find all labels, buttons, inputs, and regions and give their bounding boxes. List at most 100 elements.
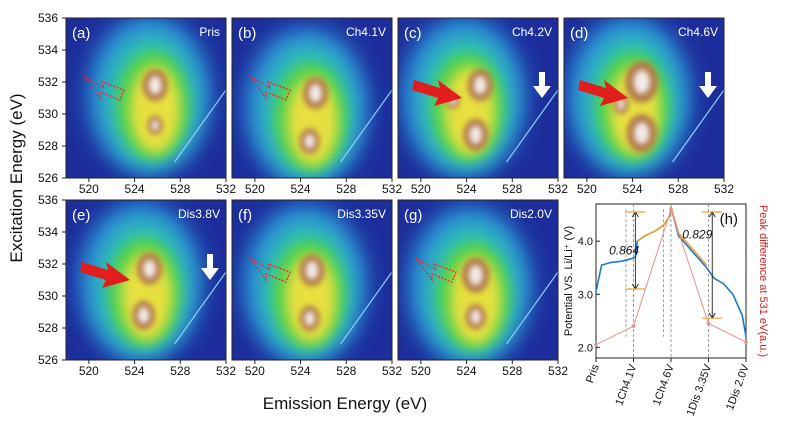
panel-frame xyxy=(563,17,725,179)
panel-content xyxy=(232,18,392,178)
panel-label: (c) xyxy=(404,25,422,42)
h-annotation: 0.864 xyxy=(609,243,639,257)
feature-arrow-outline xyxy=(415,257,457,283)
heatmap-panels: (a) Pris (b) Ch4.1V (c) Ch4.2V (d) Ch4.6V (e) Dis… xyxy=(65,17,725,361)
panel-content xyxy=(66,200,226,360)
peak-0-core xyxy=(143,259,156,278)
elastic-line xyxy=(506,271,558,345)
x-tick-label: 520 xyxy=(79,182,99,196)
x-tick-label: 524 xyxy=(623,182,643,196)
feature-arrow-outline xyxy=(249,75,291,101)
feature-arrow-solid xyxy=(80,262,130,288)
x-tick-label: 520 xyxy=(411,364,431,378)
h-x-tick-label: 1Dis 3.35V xyxy=(685,362,715,417)
x-tick-label: 528 xyxy=(502,364,522,378)
h-y-tick-label: 2.0 xyxy=(578,342,593,354)
x-tick-label: 524 xyxy=(291,364,311,378)
panel-label: (d) xyxy=(570,25,588,42)
y-tick-label: 528 xyxy=(38,321,58,335)
peak-1-core xyxy=(469,125,482,144)
h-annotation: 0.829 xyxy=(682,228,712,242)
h-series-point xyxy=(631,324,636,328)
y-tick-label: 536 xyxy=(38,11,58,25)
peak-1-core xyxy=(138,306,150,324)
elastic-line xyxy=(672,89,724,163)
h-series-point xyxy=(706,321,711,326)
panel-content xyxy=(66,18,226,178)
heatmap-panel-g: (g) Dis2.0V xyxy=(397,199,559,361)
x-tick-label: 528 xyxy=(336,364,356,378)
panel-condition: Ch4.1V xyxy=(346,25,386,39)
y-tick-label: 528 xyxy=(38,139,58,153)
x-tick-label: 524 xyxy=(457,182,477,196)
panel-content xyxy=(398,200,558,360)
peak-1-core xyxy=(304,133,315,149)
x-tick-label: 524 xyxy=(125,364,145,378)
y-tick-label: 534 xyxy=(38,225,58,239)
y-tick-label: 526 xyxy=(38,353,58,367)
y-axis-label: Excitation Energy (eV) xyxy=(7,93,26,262)
x-tick-label: 532 xyxy=(382,182,402,196)
panel-label: (b) xyxy=(238,25,256,42)
edge-arrow xyxy=(533,72,551,98)
y-tick-label: 526 xyxy=(38,171,58,185)
peak-1-core xyxy=(151,119,159,131)
edge-arrow xyxy=(201,254,219,280)
h-left-axis-label: Potential VS. Li/Li⁺ (V) xyxy=(563,226,575,336)
panel-condition: Ch4.6V xyxy=(678,25,718,39)
y-tick-label: 532 xyxy=(38,257,58,271)
h-x-tick-label: 1Dis 2.0V xyxy=(724,362,752,412)
h-y-tick-label: 3.0 xyxy=(578,289,593,301)
x-axis-label: Emission Energy (eV) xyxy=(263,394,427,413)
feature-arrow-solid xyxy=(412,80,462,106)
x-tick-label: 524 xyxy=(291,182,311,196)
panel-label: (g) xyxy=(404,207,422,224)
panel-label: (f) xyxy=(238,207,252,224)
peak-0-core xyxy=(633,70,650,94)
panel-label: (h) xyxy=(720,211,738,228)
panel-condition: Dis3.8V xyxy=(178,207,220,221)
h-series-line-1 xyxy=(636,206,708,266)
panel-frame xyxy=(65,199,227,361)
feature-arrow-outline xyxy=(83,75,125,101)
panel-content xyxy=(232,200,392,360)
peak-0-core xyxy=(468,265,483,286)
x-tick-label: 524 xyxy=(457,364,477,378)
y-tick-label: 530 xyxy=(38,107,58,121)
peak-2-core xyxy=(617,98,625,110)
heatmap-panel-c: (c) Ch4.2V xyxy=(397,17,559,179)
x-tick-label: 520 xyxy=(245,364,265,378)
peak-0-core xyxy=(309,84,322,103)
heatmap-panel-a: (a) Pris xyxy=(65,17,227,179)
h-series-point xyxy=(669,207,673,212)
x-tick-label: 520 xyxy=(79,364,99,378)
peak-1-core xyxy=(634,122,650,145)
elastic-line xyxy=(340,271,392,345)
h-right-axis-label: Peak difference at 531 eV(a.u.) xyxy=(757,205,769,357)
peak-0-core xyxy=(474,76,487,95)
panel-frame xyxy=(231,17,393,179)
x-tick-label: 520 xyxy=(411,182,431,196)
x-tick-label: 532 xyxy=(714,182,734,196)
h-x-tick-label: 1Ch4.6V xyxy=(651,362,677,407)
h-x-tick-label: 1Ch4.1V xyxy=(613,362,639,407)
panel-condition: Pris xyxy=(199,25,220,39)
x-tick-label: 528 xyxy=(336,182,356,196)
peak-1-core xyxy=(470,309,481,325)
x-tick-label: 520 xyxy=(577,182,597,196)
x-tick-label: 528 xyxy=(502,182,522,196)
y-tick-label: 532 xyxy=(38,75,58,89)
peak-0-core xyxy=(305,261,319,280)
x-tick-label: 532 xyxy=(382,364,402,378)
panel-condition: Dis3.35V xyxy=(337,207,386,221)
panel-frame xyxy=(231,199,393,361)
x-tick-label: 532 xyxy=(216,182,236,196)
intensity-layer-yellow xyxy=(130,65,181,154)
panel-condition: Dis2.0V xyxy=(510,207,552,221)
edge-arrow xyxy=(699,72,717,98)
peak-1-core xyxy=(304,311,315,326)
x-tick-label: 532 xyxy=(548,182,568,196)
heatmap-panel-d: (d) Ch4.6V xyxy=(563,17,725,179)
